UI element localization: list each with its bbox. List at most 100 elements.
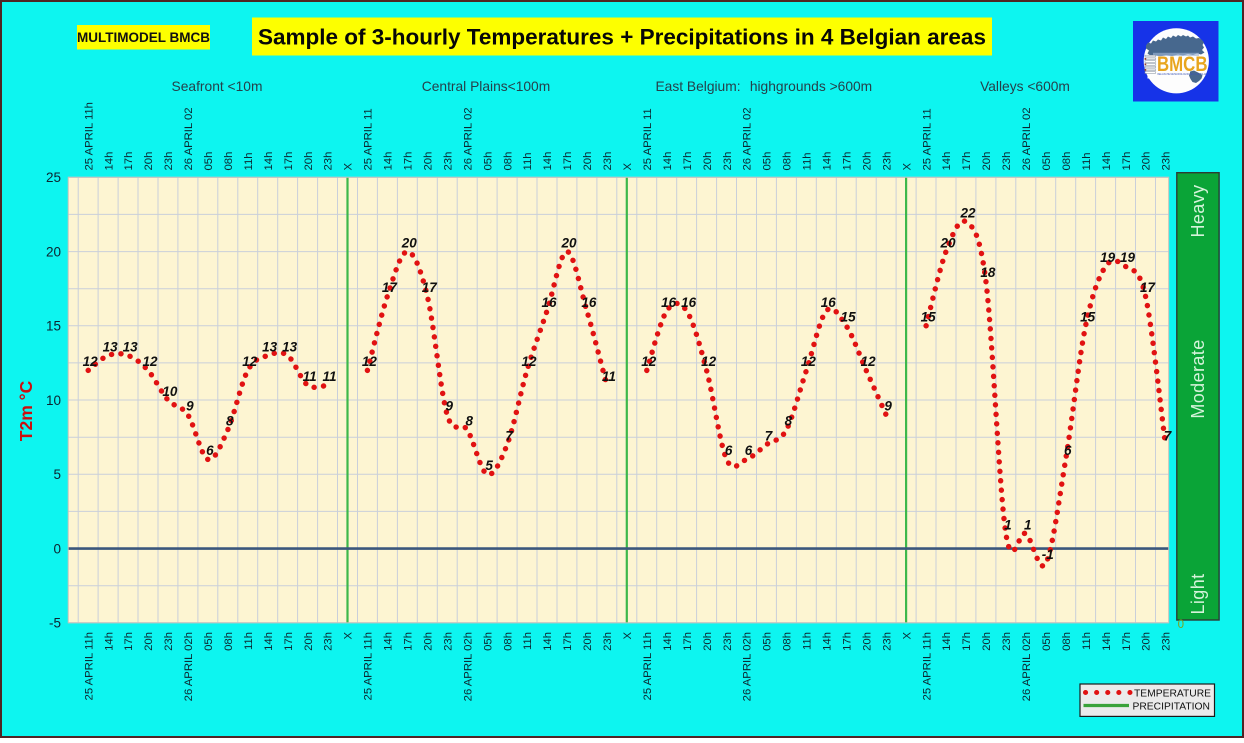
svg-text:-1: -1 [1042, 547, 1054, 562]
svg-text:7: 7 [765, 428, 774, 443]
svg-text:25 APRIL 11h: 25 APRIL 11h [921, 632, 933, 700]
svg-text:17h: 17h [283, 152, 295, 171]
svg-text:25 APRIL 11: 25 APRIL 11 [363, 108, 375, 170]
svg-text:20h: 20h [582, 152, 594, 171]
svg-text:6: 6 [1064, 443, 1072, 458]
svg-text:17h: 17h [961, 152, 973, 171]
svg-text:05h: 05h [762, 152, 774, 171]
svg-text:11h: 11h [802, 152, 814, 170]
svg-text:20: 20 [46, 244, 61, 259]
svg-text:26 APRIL 02: 26 APRIL 02 [462, 107, 474, 170]
svg-text:20h: 20h [423, 632, 435, 651]
svg-text:26 APRIL 02: 26 APRIL 02 [1021, 107, 1033, 170]
svg-text:25 APRIL 11: 25 APRIL 11 [921, 108, 933, 170]
svg-text:23h: 23h [1001, 632, 1013, 651]
svg-text:23h: 23h [722, 152, 734, 171]
svg-text:X: X [343, 632, 355, 640]
svg-text:14h: 14h [662, 632, 674, 651]
svg-text:13: 13 [262, 339, 278, 354]
svg-text:10: 10 [162, 384, 178, 399]
svg-text:23h: 23h [722, 632, 734, 651]
svg-text:20h: 20h [423, 152, 435, 171]
svg-text:T2m °C: T2m °C [16, 380, 36, 441]
svg-text:25: 25 [46, 170, 61, 185]
svg-text:Valleys <600m: Valleys <600m [980, 79, 1070, 94]
svg-text:9: 9 [445, 399, 453, 414]
svg-text:20h: 20h [981, 152, 993, 171]
svg-text:16: 16 [821, 295, 837, 310]
svg-text:23h: 23h [602, 632, 614, 651]
svg-text:15: 15 [46, 319, 61, 334]
svg-text:05h: 05h [482, 632, 494, 651]
svg-text:X: X [901, 632, 913, 640]
svg-text:20h: 20h [143, 632, 155, 651]
svg-text:23h: 23h [881, 152, 893, 171]
svg-text:14h: 14h [941, 152, 953, 171]
svg-text:25 APRIL 11h: 25 APRIL 11h [83, 102, 95, 170]
svg-text:X: X [622, 632, 634, 640]
svg-text:05h: 05h [203, 632, 215, 651]
svg-text:16: 16 [581, 295, 597, 310]
svg-text:25 APRIL 11: 25 APRIL 11 [642, 108, 654, 170]
svg-text:0: 0 [1178, 619, 1184, 631]
svg-text:08h: 08h [502, 152, 514, 171]
svg-text:25 APRIL 11h: 25 APRIL 11h [363, 632, 375, 700]
svg-text:12: 12 [83, 354, 99, 369]
svg-text:16: 16 [541, 295, 557, 310]
svg-text:17h: 17h [283, 632, 295, 651]
svg-text:08h: 08h [1061, 152, 1073, 171]
svg-text:17h: 17h [961, 632, 973, 651]
svg-text:15: 15 [921, 310, 937, 325]
svg-text:05h: 05h [762, 632, 774, 651]
svg-text:14h: 14h [263, 152, 275, 171]
svg-text:26 APRIL 02: 26 APRIL 02 [742, 107, 754, 170]
svg-text:14h: 14h [103, 632, 115, 651]
svg-text:23h: 23h [323, 152, 335, 171]
svg-text:05h: 05h [1041, 152, 1053, 171]
svg-text:9: 9 [884, 399, 892, 414]
svg-text:23h: 23h [442, 152, 454, 171]
svg-text:20: 20 [560, 235, 577, 250]
svg-text:20h: 20h [981, 632, 993, 651]
svg-text:14h: 14h [662, 152, 674, 171]
svg-text:11h: 11h [243, 152, 255, 170]
svg-text:7: 7 [505, 428, 514, 443]
svg-text:14h: 14h [383, 632, 395, 651]
svg-text:23h: 23h [1001, 152, 1013, 171]
svg-text:08h: 08h [223, 632, 235, 651]
svg-text:17h: 17h [1121, 152, 1133, 171]
svg-text:X: X [622, 163, 634, 171]
svg-text:20: 20 [401, 235, 418, 250]
svg-text:5: 5 [485, 458, 493, 473]
svg-text:8: 8 [785, 414, 793, 429]
svg-text:26 APRIL 02h: 26 APRIL 02h [742, 632, 754, 701]
svg-text:14h: 14h [822, 632, 834, 651]
svg-text:08h: 08h [502, 632, 514, 651]
svg-text:PRECIPITATION: PRECIPITATION [1133, 702, 1210, 713]
svg-text:12: 12 [142, 354, 158, 369]
svg-text:08h: 08h [223, 152, 235, 171]
svg-text:23h: 23h [881, 632, 893, 651]
svg-text:8: 8 [465, 414, 473, 429]
svg-text:23h: 23h [1161, 152, 1173, 171]
svg-text:11h: 11h [522, 152, 534, 170]
svg-text:1: 1 [1004, 518, 1012, 533]
svg-text:8: 8 [226, 414, 234, 429]
svg-text:12: 12 [861, 354, 877, 369]
svg-text:1: 1 [1024, 518, 1032, 533]
svg-text:11h: 11h [1081, 152, 1093, 170]
svg-text:14h: 14h [822, 152, 834, 171]
svg-text:20h: 20h [1141, 152, 1153, 171]
svg-text:25 APRIL 11h: 25 APRIL 11h [83, 632, 95, 700]
svg-text:20h: 20h [861, 632, 873, 651]
svg-text:17h: 17h [403, 152, 415, 171]
svg-text:20h: 20h [143, 152, 155, 171]
svg-text:11h: 11h [243, 632, 255, 650]
svg-text:08h: 08h [782, 152, 794, 171]
svg-text:11h: 11h [802, 632, 814, 650]
svg-text:17h: 17h [123, 632, 135, 651]
svg-text:6: 6 [206, 443, 214, 458]
svg-text:26 APRIL 02h: 26 APRIL 02h [462, 632, 474, 701]
svg-text:17: 17 [422, 280, 439, 295]
svg-text:17h: 17h [1121, 632, 1133, 651]
